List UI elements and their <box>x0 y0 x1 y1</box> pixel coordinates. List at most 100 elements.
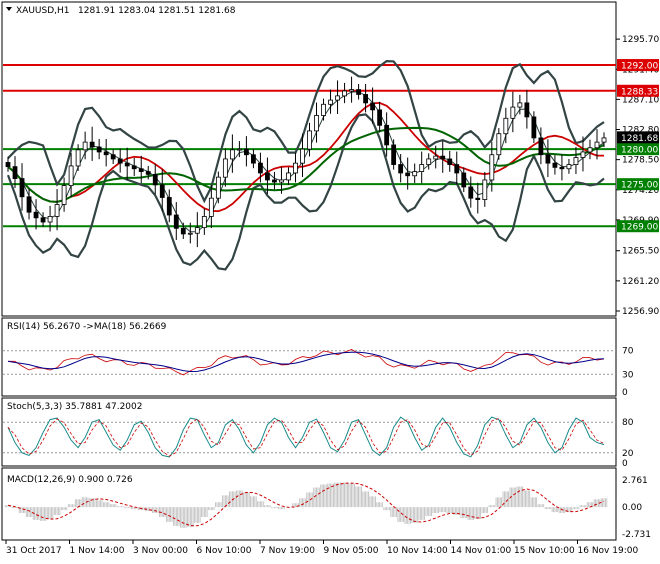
candle-body <box>5 162 11 168</box>
candle-body <box>265 172 270 181</box>
candle-body <box>222 158 228 178</box>
candle-body <box>300 148 305 164</box>
candle-body <box>573 157 579 165</box>
time-axis: 31 Oct 2017 1 Nov 14:00 3 Nov 00:00 6 Nov 1… <box>5 540 639 556</box>
time-tick-label: 31 Oct 2017 <box>6 546 62 556</box>
rsi-indicator: 70 30 0 <box>3 347 634 398</box>
rsi-tick-label: 30 <box>622 370 634 380</box>
time-tick-label: 15 Nov 10:00 <box>514 546 575 556</box>
time-tick-label: 10 Nov 14:00 <box>387 546 448 556</box>
candle-body <box>454 164 460 174</box>
stoch-tick-label: 80 <box>622 418 634 428</box>
candle-body <box>173 214 179 229</box>
candle-body <box>587 147 593 153</box>
price-tick-label: 1287.10 <box>622 95 659 105</box>
candle-body <box>321 103 326 116</box>
level-labels: 1292.00 1288.33 1280.00 1275.00 1269.00 1281.… <box>617 59 659 233</box>
candle-body <box>96 146 102 153</box>
candle-body <box>461 172 467 188</box>
candle-body <box>208 197 214 217</box>
stochastic-indicator: 80 200 <box>3 416 634 469</box>
candle-body <box>152 173 158 186</box>
price-panel <box>1 1 617 317</box>
rsi-tick-label: 0 <box>622 388 628 398</box>
candle-body <box>180 227 186 235</box>
candle-body <box>531 116 537 139</box>
time-tick-label: 3 Nov 00:00 <box>133 546 188 556</box>
candle-body <box>272 179 277 183</box>
candle-body <box>398 164 404 174</box>
candle-body <box>194 227 200 234</box>
candle-body <box>538 137 544 156</box>
rsi-title: RSI(14) 56.2670 ->MA(18) 56.2669 <box>7 322 167 332</box>
price-tick-label: 1282.80 <box>622 126 659 136</box>
candle-body <box>68 165 74 186</box>
candle-body <box>349 89 354 92</box>
level-tag-label: 1292.00 <box>621 62 658 72</box>
candle-body <box>482 179 488 200</box>
macd-title: MACD(12,26,9) 0.900 0.726 <box>7 475 133 485</box>
level-tag-label: 1288.33 <box>621 87 658 97</box>
candle-body <box>405 172 411 177</box>
candle-body <box>335 95 340 101</box>
price-axis: 1295.701291.401287.101282.801278.501274.… <box>616 35 659 317</box>
collapse-triangle-icon[interactable] <box>6 7 12 11</box>
current-price-label: 1281.68 <box>621 134 658 144</box>
candle-body <box>601 137 607 143</box>
macd-signal-line <box>7 482 605 527</box>
stoch-title: Stoch(5,3,3) 35.7881 47.2002 <box>7 402 142 412</box>
candle-body <box>503 117 509 135</box>
ohlc-values: 1281.91 1283.04 1281.51 1281.68 <box>78 6 236 16</box>
candle-body <box>440 155 446 160</box>
candle-body <box>524 102 530 118</box>
stoch-tick-label: 0 <box>622 459 628 469</box>
level-tag-label: 1269.00 <box>621 223 658 233</box>
level-tag <box>617 220 659 233</box>
candle-body <box>496 133 502 156</box>
stoch-tick-label: 20 <box>622 449 634 459</box>
upper-band <box>7 59 605 204</box>
rsi-ma-line <box>7 351 605 373</box>
candle-body <box>475 197 481 200</box>
level-tag <box>617 143 659 156</box>
stoch-panel <box>1 397 617 467</box>
candle-body <box>251 154 256 164</box>
candle-body <box>314 115 319 132</box>
candle-body <box>363 94 369 104</box>
candle-body <box>426 158 432 165</box>
price-tick-label: 1274.20 <box>622 186 659 196</box>
candle-body <box>594 141 600 149</box>
candle-body <box>412 171 418 177</box>
candle-body <box>33 211 39 219</box>
candle-body <box>552 162 558 168</box>
candle-body <box>258 162 263 174</box>
time-tick-label: 16 Nov 19:00 <box>578 546 639 556</box>
candle-body <box>26 196 32 213</box>
candle-body <box>229 149 235 160</box>
candle-body <box>468 186 474 199</box>
candle-body <box>12 166 18 179</box>
time-tick-label: 9 Nov 05:00 <box>324 546 379 556</box>
candle-body <box>19 178 25 198</box>
time-tick-label: 1 Nov 14:00 <box>70 546 125 556</box>
lower-band <box>6 113 605 271</box>
candle-body <box>61 185 67 205</box>
candle-body <box>279 179 284 183</box>
candle-body <box>103 151 109 156</box>
candle-body <box>545 154 551 164</box>
macd-tick-label: 0.00 <box>622 503 642 513</box>
candle-body <box>159 184 165 198</box>
stoch-signal-line <box>7 417 605 457</box>
candle-body <box>489 154 495 181</box>
candle-body <box>566 164 572 170</box>
candle-body <box>215 176 221 199</box>
macd-indicator: 2.761 0.00 -2.731 <box>4 476 651 540</box>
price-tick-label: 1261.20 <box>622 277 659 287</box>
candle-body <box>328 99 333 105</box>
price-tick-label: 1295.70 <box>622 35 659 45</box>
candle-body <box>419 164 425 172</box>
candle-body <box>75 149 81 167</box>
price-tick-label: 1256.90 <box>622 307 659 317</box>
candle-body <box>117 158 123 164</box>
